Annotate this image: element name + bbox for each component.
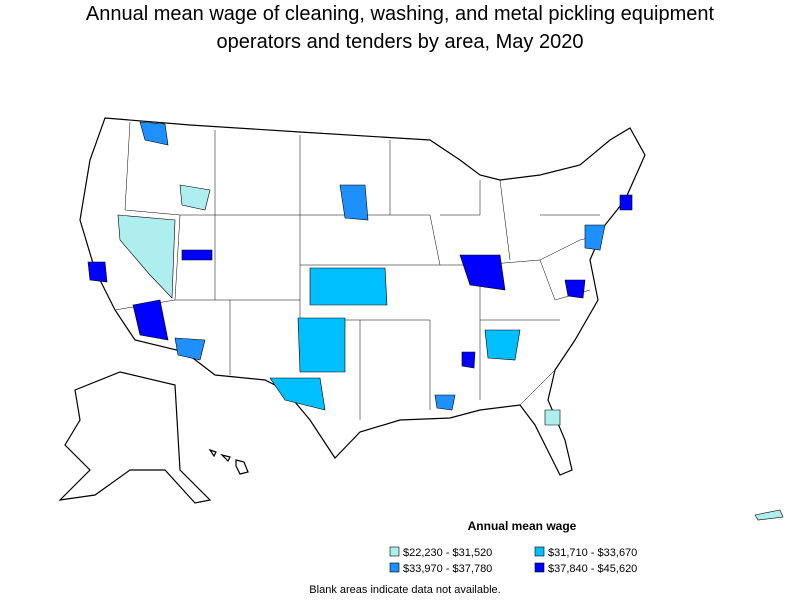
- region: [434, 394, 456, 411]
- region: [584, 224, 606, 251]
- region: [132, 299, 169, 341]
- legend-swatch: [389, 562, 400, 573]
- region: [564, 279, 586, 299]
- title-line: Annual mean wage of cleaning, washing, a…: [86, 3, 715, 25]
- region: [309, 267, 388, 306]
- region: [619, 194, 633, 211]
- legend-label: $31,710 - $33,670: [548, 547, 637, 559]
- region: [339, 184, 369, 221]
- region: [139, 121, 169, 146]
- region: [269, 377, 326, 411]
- region: [484, 329, 521, 361]
- legend-label: $37,840 - $45,620: [548, 563, 637, 575]
- hawaii: [208, 448, 249, 475]
- legend-label: $22,230 - $31,520: [403, 547, 492, 559]
- legend-title: Annual mean wage: [468, 519, 577, 533]
- map: [58, 117, 784, 521]
- region: [297, 317, 346, 373]
- legend-label: $33,970 - $37,780: [403, 563, 492, 575]
- region: [459, 254, 506, 291]
- legend-swatch: [534, 546, 545, 557]
- region: [461, 351, 476, 369]
- region: [544, 409, 561, 426]
- alaska: [58, 371, 212, 504]
- region: [117, 214, 176, 299]
- legend: $22,230 - $31,520 $31,710 - $33,670 $33,97…: [389, 546, 637, 575]
- region: [181, 249, 213, 261]
- legend-swatch: [534, 562, 545, 573]
- region: [179, 184, 211, 211]
- legend-swatch: [389, 546, 400, 557]
- title-line: operators and tenders by area, May 2020: [217, 31, 584, 53]
- note: Blank areas indicate data not available.: [309, 584, 500, 596]
- region: [87, 261, 108, 283]
- puerto-rico: [754, 509, 784, 521]
- region: [174, 337, 206, 361]
